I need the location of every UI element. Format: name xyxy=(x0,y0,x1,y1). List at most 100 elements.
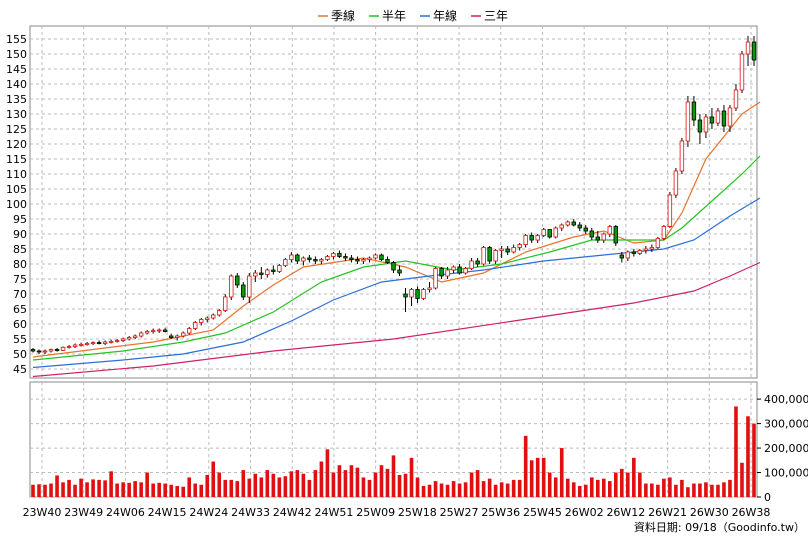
candle xyxy=(523,234,528,248)
candle-body xyxy=(601,233,606,241)
candle-body xyxy=(307,257,312,260)
volume-bar xyxy=(337,465,342,497)
candle-body xyxy=(403,293,408,298)
candle xyxy=(114,339,120,343)
candle xyxy=(355,256,360,264)
volume-bar xyxy=(607,481,612,497)
volume-bar xyxy=(151,483,155,497)
candle xyxy=(60,346,66,351)
candle-body xyxy=(559,224,564,229)
volume-bar xyxy=(686,487,690,497)
candle-body xyxy=(643,248,649,251)
candle-body xyxy=(331,253,336,257)
candle xyxy=(247,273,252,303)
volume-bar xyxy=(469,472,474,497)
candle xyxy=(277,264,282,273)
candle-body xyxy=(343,256,348,259)
volume-bar xyxy=(505,483,510,497)
candle-body xyxy=(547,229,552,238)
volume-bar xyxy=(295,470,300,497)
candle-body xyxy=(553,227,558,238)
candle-body xyxy=(703,116,709,133)
candle xyxy=(289,252,294,263)
volume-bar xyxy=(716,484,720,497)
candle-body xyxy=(475,260,480,265)
volume-bar xyxy=(127,482,131,497)
candle xyxy=(601,232,606,243)
volume-bar xyxy=(115,483,119,497)
candle-body xyxy=(60,346,66,351)
volume-bar xyxy=(740,462,744,497)
volume-bar xyxy=(511,479,516,497)
candle xyxy=(751,36,757,66)
candle xyxy=(397,265,402,276)
candle-body xyxy=(289,254,294,260)
candle-body xyxy=(697,119,703,133)
candle-body xyxy=(193,322,198,329)
candle xyxy=(30,348,36,353)
candle-body xyxy=(751,41,757,61)
candle xyxy=(235,273,240,288)
candle-body xyxy=(229,275,234,298)
volume-bar xyxy=(385,468,390,497)
date-tick-label: 26W12 xyxy=(606,506,645,519)
volume-bar xyxy=(553,477,558,497)
candle xyxy=(637,249,643,255)
candle xyxy=(90,341,96,345)
volume-bar xyxy=(409,457,414,497)
candle xyxy=(625,250,631,261)
volume-bar xyxy=(457,483,462,497)
candle xyxy=(673,168,679,198)
candle-body xyxy=(391,262,396,271)
candle-body xyxy=(319,259,324,262)
volume-grid xyxy=(29,381,758,498)
volume-bar xyxy=(589,477,594,497)
candle-body xyxy=(235,275,240,286)
candle-body xyxy=(541,229,546,236)
volume-bar xyxy=(325,449,330,497)
candle-body xyxy=(259,272,264,275)
candle-body xyxy=(66,346,72,348)
price-tick-label: 80 xyxy=(13,258,27,271)
candle-body xyxy=(84,343,90,345)
candle-body xyxy=(162,329,168,332)
candle-body xyxy=(517,244,522,248)
candle xyxy=(319,258,324,264)
candle xyxy=(445,267,450,279)
date-tick-label: 26W30 xyxy=(690,506,729,519)
candle-body xyxy=(739,53,745,91)
candle-body xyxy=(439,268,444,277)
volume-bar xyxy=(439,483,444,497)
volume-bar xyxy=(163,483,167,497)
candle-body xyxy=(361,259,366,262)
volume-bar xyxy=(373,472,378,497)
candle-body xyxy=(150,330,156,333)
candle xyxy=(655,237,661,249)
price-tick-label: 145 xyxy=(6,63,27,76)
volume-bar xyxy=(247,478,252,497)
price-tick-label: 125 xyxy=(6,123,27,136)
volume-bar xyxy=(487,478,492,497)
candle xyxy=(463,267,468,275)
ma-line-三年 xyxy=(32,261,761,378)
candle xyxy=(733,84,739,111)
volume-bar xyxy=(31,484,35,497)
candle-body xyxy=(174,335,180,338)
candle xyxy=(409,288,414,306)
candle xyxy=(108,339,114,344)
candle xyxy=(415,286,420,303)
price-tick-label: 110 xyxy=(6,168,27,181)
volume-bar xyxy=(235,481,240,497)
candle-body xyxy=(589,230,594,238)
date-tick-label: 24W06 xyxy=(106,506,145,519)
volume-bar xyxy=(650,483,654,497)
volume-bar xyxy=(559,448,564,497)
candle xyxy=(745,36,751,66)
price-grid xyxy=(29,25,758,379)
candle-body xyxy=(301,257,306,262)
candle xyxy=(451,265,456,273)
candle-body xyxy=(445,269,450,277)
candle xyxy=(373,253,378,260)
candle xyxy=(193,321,198,330)
candle-body xyxy=(138,332,144,337)
